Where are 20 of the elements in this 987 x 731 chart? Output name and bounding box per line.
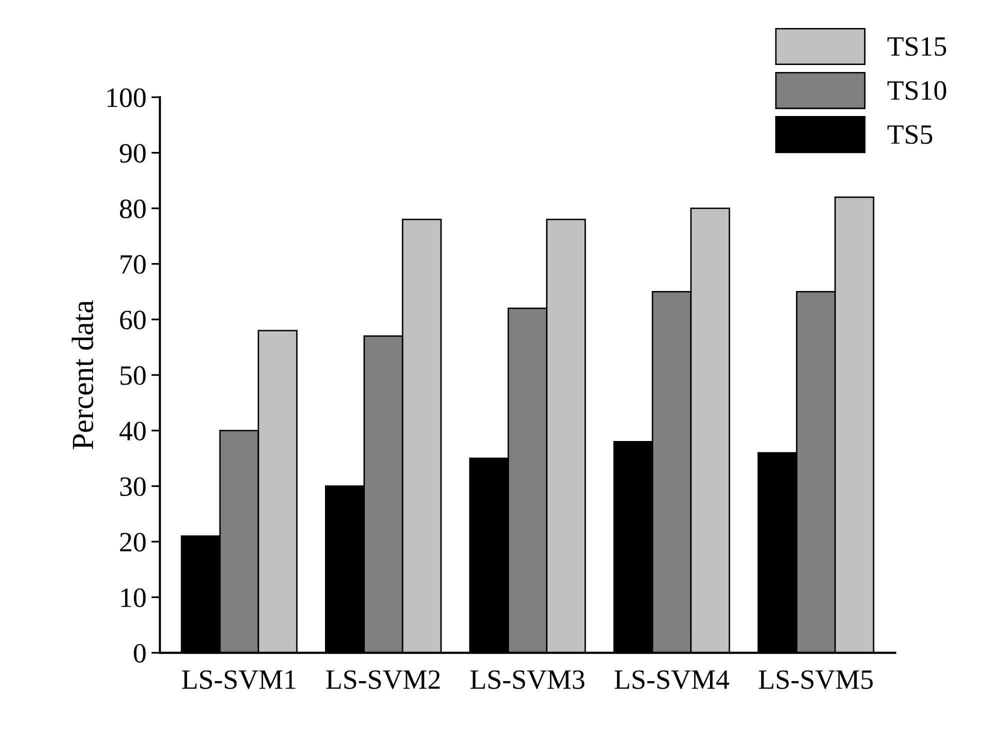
y-tick-label: 30 (120, 477, 146, 496)
y-axis-title: Percent data (72, 300, 94, 450)
y-tick-label: 10 (121, 588, 146, 608)
y-tick-label: 80 (120, 200, 146, 218)
y-tick-label: 70 (120, 255, 146, 274)
x-tick-label: LS-SVM3 (470, 670, 584, 690)
x-tick-label: LS-SVM2 (326, 670, 440, 690)
y-tick-label: 40 (119, 422, 146, 440)
legend-label: TS5 (888, 125, 932, 144)
x-tick-label: LS-SVM1 (182, 670, 296, 690)
y-tick-label: 20 (120, 532, 146, 552)
y-tick-label: 90 (120, 144, 146, 163)
legend-label: TS15 (888, 37, 946, 56)
y-tick-label: 0 (134, 644, 146, 663)
y-tick-label: 100 (107, 88, 146, 108)
x-tick-label: LS-SVM4 (614, 670, 730, 690)
x-tick-label: LS-SVM5 (758, 670, 873, 690)
y-tick-label: 50 (120, 366, 146, 385)
y-tick-label: 60 (120, 310, 146, 330)
legend-label: TS10 (888, 81, 946, 100)
